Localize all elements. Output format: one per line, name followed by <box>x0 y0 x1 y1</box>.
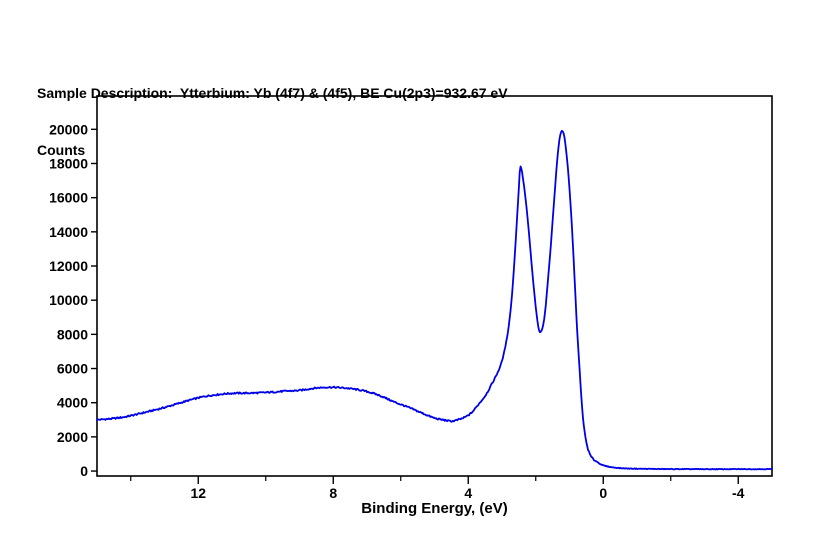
x-tick-label: 8 <box>329 485 337 501</box>
y-tick-label: 2000 <box>57 429 88 445</box>
y-tick-label: 20000 <box>49 121 88 137</box>
x-tick-label: 12 <box>190 485 206 501</box>
spectrum-curve <box>96 129 773 471</box>
axis-tick-labels: 12 8 4 0 -4 0 2000 4000 6000 8000 10000 12000 14000 1… <box>49 121 745 501</box>
counts-axis-label: Counts <box>37 142 86 158</box>
header-block: Sample Description: Ytterbium: Yb (4f7) … <box>37 46 508 198</box>
x-tick-label: 4 <box>464 485 472 501</box>
y-tick-label: 18000 <box>49 155 88 171</box>
axis-ticks <box>91 128 739 484</box>
y-tick-label: 4000 <box>57 395 88 411</box>
y-tick-label: 16000 <box>49 190 88 206</box>
plot-frame <box>96 95 773 477</box>
y-tick-label: 8000 <box>57 326 88 342</box>
x-axis-title: Binding Energy, (eV) <box>361 500 507 517</box>
sample-description-title: Sample Description: Ytterbium: Yb (4f7) … <box>37 85 508 101</box>
x-tick-label: -4 <box>732 485 745 501</box>
y-tick-label: 14000 <box>49 224 88 240</box>
y-tick-label: 6000 <box>57 361 88 377</box>
x-tick-label: 0 <box>599 485 607 501</box>
y-tick-label: 12000 <box>49 258 88 274</box>
y-tick-label: 10000 <box>49 292 88 308</box>
y-tick-label: 0 <box>80 463 88 479</box>
